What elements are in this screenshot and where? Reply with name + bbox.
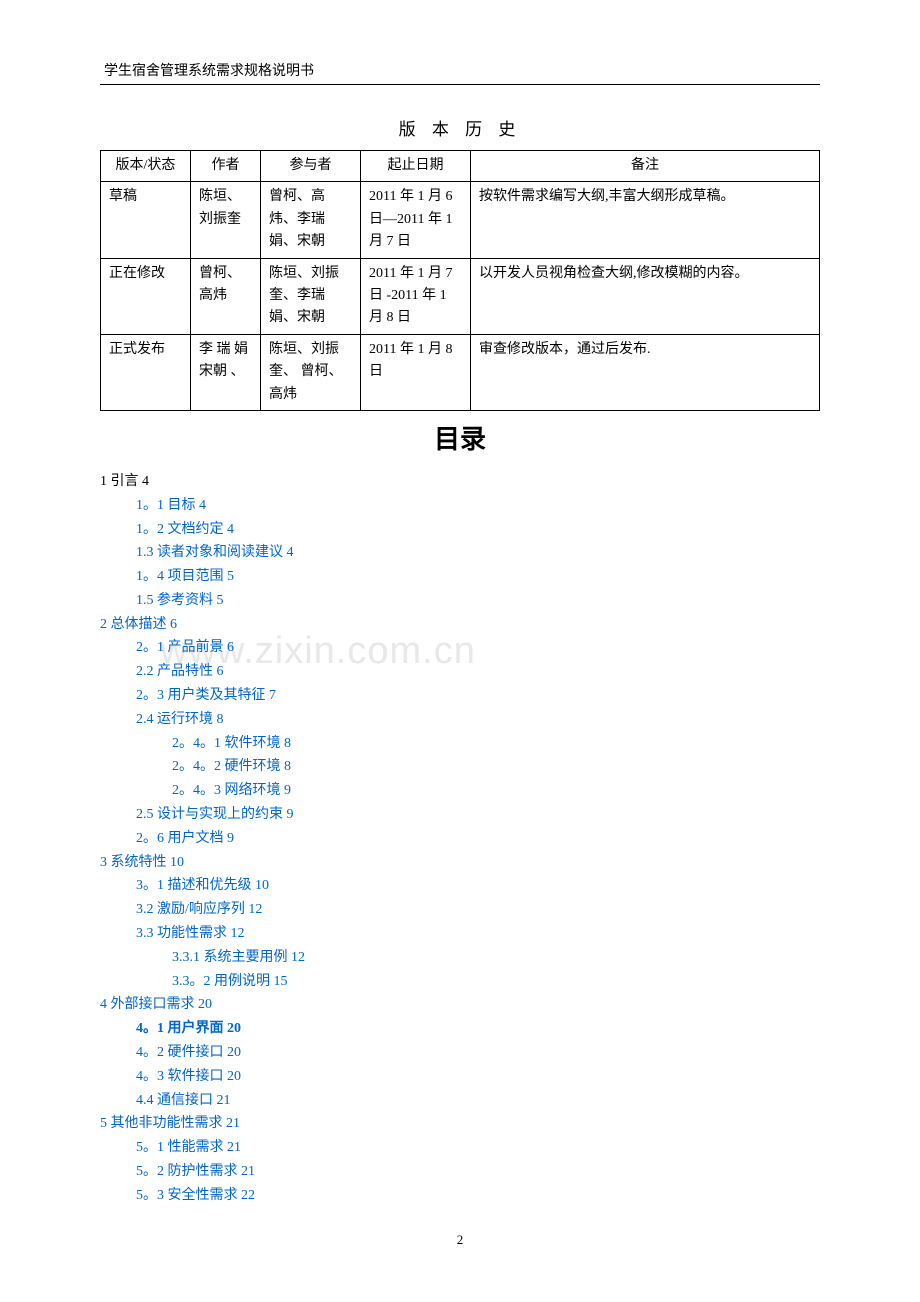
- toc-item[interactable]: 5。1 性能需求 21: [136, 1136, 820, 1160]
- toc-item[interactable]: 2.4 运行环境 8: [136, 708, 820, 732]
- toc-item[interactable]: 2。1 产品前景 6: [136, 636, 820, 660]
- toc-item[interactable]: 2。6 用户文档 9: [136, 827, 820, 851]
- toc-link[interactable]: 5 其他非功能性需求 21: [100, 1116, 240, 1131]
- header-underline: [100, 84, 820, 85]
- toc-link[interactable]: 2.2 产品特性 6: [136, 664, 224, 679]
- toc-link[interactable]: 2。4。3 网络环境 9: [172, 783, 291, 798]
- table-cell-author: 李 瑞 娟 宋朝 、: [191, 334, 261, 410]
- toc-link[interactable]: 2。1 产品前景 6: [136, 640, 234, 655]
- toc-link[interactable]: 1.5 参考资料 5: [136, 593, 224, 608]
- toc-link[interactable]: 2 总体描述 6: [100, 617, 177, 632]
- table-cell-notes: 审查修改版本，通过后发布.: [471, 334, 820, 410]
- toc-link[interactable]: 3.3.1 系统主要用例 12: [172, 950, 305, 965]
- table-cell-author: 陈垣、刘振奎: [191, 182, 261, 258]
- toc-item[interactable]: 3.3 功能性需求 12: [136, 922, 820, 946]
- toc-item: 1 引言 4: [100, 470, 820, 494]
- page-number: 2: [100, 1232, 820, 1248]
- table-row: 正式发布李 瑞 娟 宋朝 、陈垣、刘振奎、 曾柯、高炜2011 年 1 月 8 …: [101, 334, 820, 410]
- toc-link[interactable]: 1。1 目标 4: [136, 498, 206, 513]
- table-header-row: 版本/状态 作者 参与者 起止日期 备注: [101, 151, 820, 182]
- toc-link[interactable]: 3.3 功能性需求 12: [136, 926, 245, 941]
- toc-link[interactable]: 2.4 运行环境 8: [136, 712, 224, 727]
- toc-item[interactable]: 2.5 设计与实现上的约束 9: [136, 803, 820, 827]
- toc-link[interactable]: 2。3 用户类及其特征 7: [136, 688, 276, 703]
- table-cell-participants: 陈垣、刘振奎、 曾柯、高炜: [261, 334, 361, 410]
- toc-item[interactable]: 2。4。2 硬件环境 8: [172, 755, 820, 779]
- toc-item[interactable]: 3.3。2 用例说明 15: [172, 970, 820, 994]
- table-cell-status: 草稿: [101, 182, 191, 258]
- header-participants: 参与者: [261, 151, 361, 182]
- table-cell-status: 正式发布: [101, 334, 191, 410]
- toc-item[interactable]: 1.5 参考资料 5: [136, 589, 820, 613]
- version-history-title: 版 本 历 史: [100, 115, 820, 140]
- toc-link[interactable]: 3 系统特性 10: [100, 855, 184, 870]
- toc-link[interactable]: 4。2 硬件接口 20: [136, 1045, 241, 1060]
- toc-link[interactable]: 3.3。2 用例说明 15: [172, 974, 288, 989]
- toc-item[interactable]: 3 系统特性 10: [100, 851, 820, 875]
- header-dates: 起止日期: [361, 151, 471, 182]
- toc-item[interactable]: 2。4。3 网络环境 9: [172, 779, 820, 803]
- toc-link[interactable]: 4.4 通信接口 21: [136, 1093, 231, 1108]
- table-cell-notes: 按软件需求编写大纲,丰富大纲形成草稿。: [471, 182, 820, 258]
- toc-text: 1 引言 4: [100, 474, 149, 489]
- table-cell-notes: 以开发人员视角检查大纲,修改模糊的内容。: [471, 258, 820, 334]
- toc-item[interactable]: 4。1 用户界面 20: [136, 1017, 820, 1041]
- toc-item[interactable]: 2。3 用户类及其特征 7: [136, 684, 820, 708]
- toc-item[interactable]: 5 其他非功能性需求 21: [100, 1112, 820, 1136]
- toc-link[interactable]: 5。2 防护性需求 21: [136, 1164, 255, 1179]
- toc-link[interactable]: 5。1 性能需求 21: [136, 1140, 241, 1155]
- toc-link[interactable]: 1。4 项目范围 5: [136, 569, 234, 584]
- toc-link[interactable]: 2。6 用户文档 9: [136, 831, 234, 846]
- toc-item[interactable]: 4。2 硬件接口 20: [136, 1041, 820, 1065]
- toc-item[interactable]: 4。3 软件接口 20: [136, 1065, 820, 1089]
- table-cell-dates: 2011 年 1 月 8 日: [361, 334, 471, 410]
- toc-item[interactable]: 2。4。1 软件环境 8: [172, 732, 820, 756]
- toc-item[interactable]: 1。4 项目范围 5: [136, 565, 820, 589]
- toc-link[interactable]: 3.2 激励/响应序列 12: [136, 902, 262, 917]
- header-notes: 备注: [471, 151, 820, 182]
- header-status: 版本/状态: [101, 151, 191, 182]
- toc-item[interactable]: 2 总体描述 6: [100, 613, 820, 637]
- toc-link[interactable]: 2。4。2 硬件环境 8: [172, 759, 291, 774]
- table-cell-participants: 曾柯、高炜、李瑞娟、宋朝: [261, 182, 361, 258]
- toc-item[interactable]: 3。1 描述和优先级 10: [136, 874, 820, 898]
- toc-item[interactable]: 3.3.1 系统主要用例 12: [172, 946, 820, 970]
- toc-link[interactable]: 4。1 用户界面 20: [136, 1021, 241, 1036]
- toc-item[interactable]: 4 外部接口需求 20: [100, 993, 820, 1017]
- toc-item[interactable]: 1。2 文档约定 4: [136, 518, 820, 542]
- header-author: 作者: [191, 151, 261, 182]
- table-of-contents: 1 引言 4 1。1 目标 4 1。2 文档约定 4 1.3 读者对象和阅读建议 4 1…: [100, 470, 820, 1208]
- toc-item[interactable]: 4.4 通信接口 21: [136, 1089, 820, 1113]
- toc-link[interactable]: 2。4。1 软件环境 8: [172, 736, 291, 751]
- toc-link[interactable]: 4。3 软件接口 20: [136, 1069, 241, 1084]
- toc-item[interactable]: 5。3 安全性需求 22: [136, 1184, 820, 1208]
- toc-item[interactable]: 3.2 激励/响应序列 12: [136, 898, 820, 922]
- table-row: 正在修改曾柯、高炜陈垣、刘振奎、李瑞娟、宋朝2011 年 1 月 7 日 -20…: [101, 258, 820, 334]
- version-history-table: 版本/状态 作者 参与者 起止日期 备注 草稿陈垣、刘振奎曾柯、高炜、李瑞娟、宋…: [100, 150, 820, 411]
- table-cell-dates: 2011 年 1 月 7 日 -2011 年 1 月 8 日: [361, 258, 471, 334]
- toc-title: 目录: [100, 419, 820, 456]
- table-cell-author: 曾柯、高炜: [191, 258, 261, 334]
- table-cell-participants: 陈垣、刘振奎、李瑞娟、宋朝: [261, 258, 361, 334]
- document-header-title: 学生宿舍管理系统需求规格说明书: [100, 60, 820, 80]
- toc-link[interactable]: 1。2 文档约定 4: [136, 522, 234, 537]
- toc-link[interactable]: 3。1 描述和优先级 10: [136, 878, 269, 893]
- toc-item[interactable]: 5。2 防护性需求 21: [136, 1160, 820, 1184]
- table-cell-status: 正在修改: [101, 258, 191, 334]
- toc-link[interactable]: 2.5 设计与实现上的约束 9: [136, 807, 294, 822]
- toc-item[interactable]: 1.3 读者对象和阅读建议 4: [136, 541, 820, 565]
- toc-link[interactable]: 1.3 读者对象和阅读建议 4: [136, 545, 294, 560]
- toc-item[interactable]: 1。1 目标 4: [136, 494, 820, 518]
- toc-link[interactable]: 5。3 安全性需求 22: [136, 1188, 255, 1203]
- toc-item[interactable]: 2.2 产品特性 6: [136, 660, 820, 684]
- table-row: 草稿陈垣、刘振奎曾柯、高炜、李瑞娟、宋朝2011 年 1 月 6 日—2011 …: [101, 182, 820, 258]
- toc-link[interactable]: 4 外部接口需求 20: [100, 997, 212, 1012]
- table-cell-dates: 2011 年 1 月 6 日—2011 年 1 月 7 日: [361, 182, 471, 258]
